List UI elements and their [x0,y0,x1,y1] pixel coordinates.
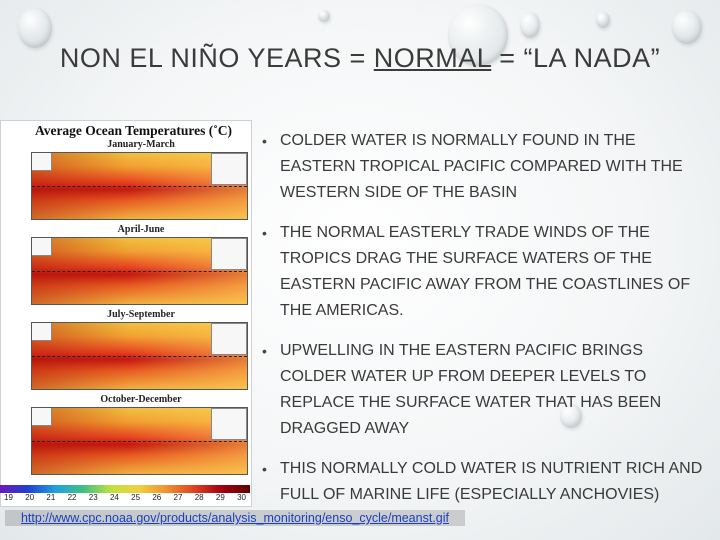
colorbar-tick-label: 30 [237,493,246,502]
land-asia [32,238,52,256]
equator-line [32,356,247,357]
sst-map-apr-jun [31,237,248,305]
land-americas [211,153,247,185]
equator-line [32,271,247,272]
ocean-temperature-figure: Average Ocean Temperatures (˚C) January-… [0,120,252,507]
panel-label-jul-sep: July-September [107,309,175,320]
panel-label-oct-dec: October-December [100,394,182,405]
land-asia [32,153,52,171]
water-droplet-decoration [448,4,508,66]
title-suffix: = “LA NADA” [491,43,661,73]
sst-map-oct-dec [31,407,248,475]
colorbar-tick-label: 22 [67,493,77,502]
colorbar-tick-label: 23 [88,493,98,502]
colorbar-tick-label: 19 [4,493,13,502]
colorbar-tick-label: 21 [46,493,56,502]
water-droplet-decoration [672,10,702,44]
land-americas [211,408,247,440]
equator-line [32,441,247,442]
bullet-list: COLDER WATER IS NORMALLY FOUND IN THE EA… [256,128,706,522]
water-droplet-decoration [596,12,610,28]
sst-map-jul-sep [31,322,248,390]
bullet-item: UPWELLING IN THE EASTERN PACIFIC BRINGS … [256,338,706,442]
water-droplet-decoration [18,8,52,48]
title-prefix: NON EL NIÑO YEARS = [59,43,374,73]
land-americas [211,238,247,270]
colorbar-tick-label: 29 [215,493,225,502]
colorbar-tick-label: 27 [173,493,183,502]
colorbar-tick-label: 25 [131,493,141,502]
sst-map-jan-mar [31,152,248,220]
panel-label-jan-mar: January-March [107,139,175,150]
panel-label-apr-jun: April-June [117,224,165,235]
colorbar-tick-label: 26 [152,493,162,502]
bullet-item: THIS NORMALLY COLD WATER IS NUTRIENT RIC… [256,456,706,508]
source-link[interactable]: http://www.cpc.noaa.gov/products/analysi… [5,510,465,526]
figure-title: Average Ocean Temperatures (˚C) [34,123,233,138]
colorbar-tick-label: 24 [109,493,119,502]
water-droplet-decoration [318,10,330,22]
bullet-item: COLDER WATER IS NORMALLY FOUND IN THE EA… [256,128,706,206]
title-underlined-word: NORMAL [373,43,492,73]
colorbar-tick-label: 20 [25,493,35,502]
water-droplet-decoration [520,12,540,38]
temperature-colorbar [0,485,250,493]
bullet-item: THE NORMAL EASTERLY TRADE WINDS OF THE T… [256,220,706,324]
slide-title: NON EL NIÑO YEARS = NORMAL = “LA NADA” [40,42,680,75]
equator-line [32,186,247,187]
land-asia [32,323,52,341]
colorbar-ticks: 19 20 21 22 23 24 25 26 27 28 29 30 [0,493,250,502]
land-asia [32,408,52,426]
colorbar-tick-label: 28 [194,493,204,502]
land-americas [211,323,247,355]
